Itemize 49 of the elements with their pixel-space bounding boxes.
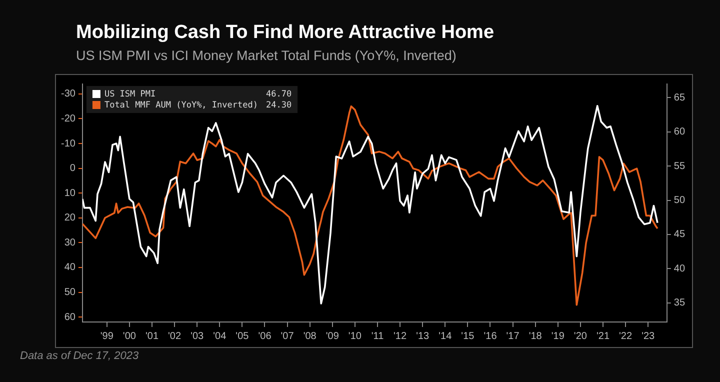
- x-tick-label: '14: [438, 330, 452, 342]
- y-tick-label: 10: [64, 188, 76, 199]
- x-tick-label: '03: [190, 330, 204, 342]
- x-tick-label: '05: [236, 330, 250, 342]
- x-tick-label: '09: [326, 330, 340, 342]
- x-tick-label: '20: [574, 330, 588, 342]
- x-tick-label: '99: [100, 330, 114, 342]
- x-tick-label: '01: [145, 330, 159, 342]
- y-tick-label: 40: [64, 262, 76, 274]
- legend-label: US ISM PMI: [104, 89, 156, 100]
- y2-tick-label: 65: [674, 92, 686, 104]
- y2-tick-label: 60: [674, 126, 686, 138]
- x-tick-label: '04: [213, 330, 227, 342]
- x-tick-label: '02: [168, 330, 182, 342]
- y-tick-label: -20: [61, 113, 76, 124]
- x-tick-label: '18: [528, 330, 542, 342]
- x-tick-label: '11: [371, 330, 384, 342]
- x-tick-label: '15: [461, 330, 475, 342]
- x-tick-label: '13: [416, 330, 430, 342]
- y2-tick-label: 40: [674, 263, 686, 274]
- text: Data as of Dec 17, 2023: [20, 350, 139, 362]
- y-tick-label: 30: [64, 237, 76, 248]
- x-tick-label: '23: [642, 330, 656, 342]
- y-tick-label: 60: [64, 312, 76, 323]
- y-tick-label: -30: [61, 88, 76, 100]
- annotation: 24.30: [266, 100, 292, 110]
- x-tick-label: '06: [258, 330, 272, 342]
- x-tick-label: '08: [303, 330, 317, 342]
- x-tick-label: '16: [484, 330, 498, 342]
- y-tick-label: 50: [64, 287, 76, 298]
- annotation: 46.70: [266, 89, 292, 100]
- y-tick-label: 20: [64, 212, 76, 224]
- x-tick-label: '19: [551, 330, 565, 342]
- x-tick-label: '07: [280, 330, 294, 342]
- x-tick-label: '12: [394, 330, 407, 342]
- y2-tick-label: 55: [674, 160, 686, 172]
- x-tick-label: '10: [348, 330, 362, 342]
- x-tick-label: '00: [122, 330, 136, 342]
- y2-tick-label: 45: [674, 229, 686, 240]
- x-tick-label: '21: [596, 330, 610, 342]
- y2-tick-label: 50: [674, 195, 686, 206]
- y-tick-label: -10: [61, 138, 76, 150]
- x-tick-label: '17: [506, 330, 520, 342]
- x-tick-label: '22: [619, 330, 632, 342]
- chart-title: Mobilizing Cash To Find More Attractive Home: [76, 22, 494, 44]
- y2-tick-label: 35: [674, 298, 686, 309]
- legend-label: Total MMF AUM (YoY%, Inverted): [104, 100, 258, 110]
- chart-subtitle: US ISM PMI vs ICI Money Market Total Funds (YoY%, Inverted): [76, 48, 456, 63]
- y-tick-label: 0: [70, 163, 76, 174]
